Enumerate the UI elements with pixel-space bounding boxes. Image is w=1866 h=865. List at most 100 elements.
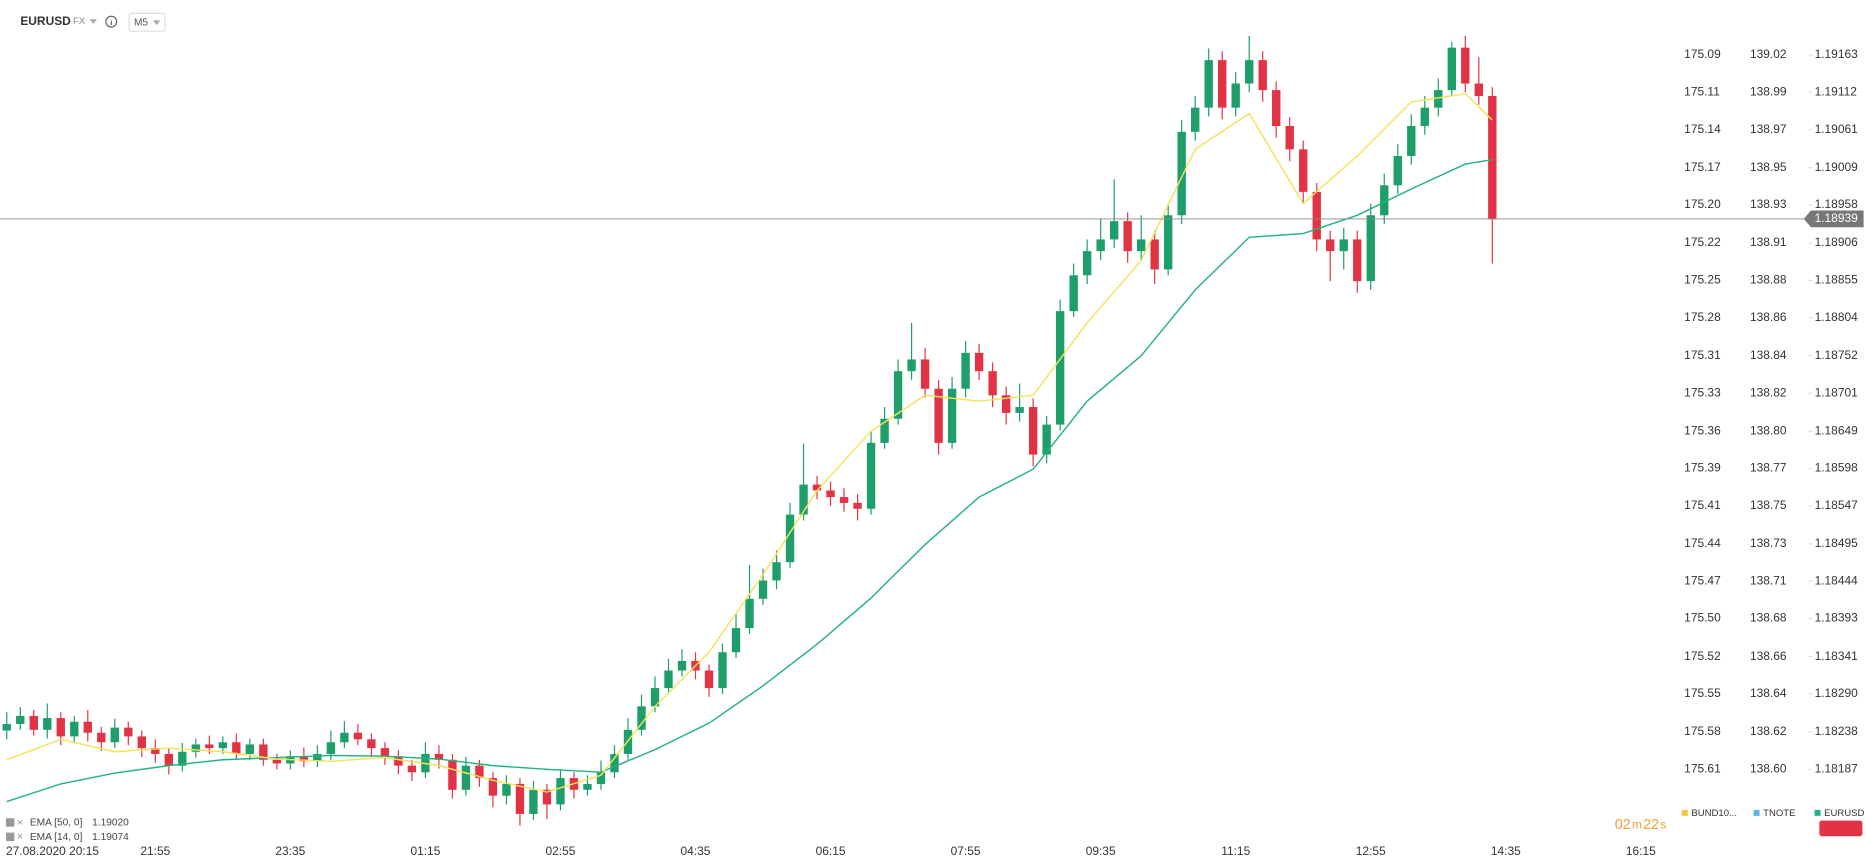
market: FX [73,16,86,27]
candle-body [205,744,214,749]
candle-body [1015,407,1024,413]
dropdown-caret[interactable] [89,19,97,25]
candle-body [920,359,930,389]
y-tick-label: 1.18341 [1815,649,1859,663]
plot-area [2,35,1497,826]
tnote-tick-label: 138.62 [1750,724,1787,738]
candle-body [191,744,201,752]
candle-body [97,732,106,743]
x-tick-label: 16:15 [1626,844,1656,858]
candle-body [137,736,146,749]
x-tick-label: 01:15 [410,844,440,858]
bund-tick-label: 175.14 [1684,122,1721,136]
tnote-tick-label: 138.88 [1750,273,1787,287]
candle-body [434,753,444,760]
candle-body [1353,239,1362,282]
candle-body [1366,215,1375,282]
y-tick-label: 1.18855 [1815,273,1859,287]
candle-body [812,484,822,491]
y-tick-label: 1.18649 [1815,423,1859,437]
y-tick-label: 1.18906 [1815,235,1859,249]
candle-body [583,783,592,790]
candle-body [461,765,471,790]
timeframe-box[interactable] [128,12,166,32]
bund-tick-label: 175.55 [1684,686,1721,700]
candle-body [961,352,970,389]
candle-body [880,418,889,443]
candle-body [542,789,552,805]
candle-body [380,748,390,757]
legend-name: EMA [14, 0] [30,832,83,843]
x-tick-label: 12:55 [1356,844,1386,858]
legend-icon [5,832,15,841]
tnote-tick-label: 138.75 [1750,498,1787,512]
bund-tick-label: 175.39 [1684,461,1721,475]
candle-body [893,371,903,419]
candle-body [407,765,417,773]
candle-body [83,721,92,733]
timeframe-caret [153,20,161,26]
candle-body [1339,239,1348,252]
candle-body [1447,47,1456,91]
tnote-tick-label: 139.02 [1750,47,1787,61]
bund-tick-label: 175.36 [1684,423,1721,437]
candle-body [947,388,957,443]
info-icon[interactable] [105,15,118,28]
x-tick-label: 14:35 [1491,844,1521,858]
candle-body [731,628,741,653]
compare-swatch [1814,809,1821,816]
bund-tick-label: 175.61 [1684,761,1721,775]
candle-body [218,742,228,749]
candle-body [245,744,255,754]
y-tick-label: 1.18238 [1815,724,1859,738]
ema-line [6,158,1493,803]
tnote-tick-label: 138.64 [1750,686,1787,700]
x-tick-label: 07:55 [951,844,981,858]
candle-body [1055,311,1065,425]
compare-name: BUND10... [1691,808,1737,819]
tnote-tick-label: 138.60 [1750,761,1787,775]
y-tick-label: 1.18444 [1815,573,1859,587]
candle-body [1299,149,1308,192]
candle-body [718,652,727,689]
candle-body [677,661,687,671]
candle-body [596,772,606,784]
candle-body [1245,60,1254,84]
candle-body [299,756,309,762]
symbol[interactable]: EURUSD [20,14,71,28]
candle-body [866,442,876,509]
candle-body [164,753,173,766]
ema-line [6,92,1493,793]
y-tick-label: 1.18495 [1815,536,1859,550]
bund-tick-label: 175.41 [1684,498,1721,512]
y-tick-label: 1.18393 [1815,611,1859,625]
compare-swatch [1753,809,1760,816]
candle-body [16,715,25,724]
candle-body [2,723,11,731]
candle-body [1069,275,1078,312]
y-tick-label: 1.19163 [1815,47,1859,61]
current-price-label: 1.18939 [1815,211,1859,225]
x-tick-label: 21:55 [140,844,170,858]
candle-body [1191,107,1200,132]
tnote-tick-label: 138.68 [1750,611,1787,625]
candle-body [43,718,52,730]
candle-body [704,670,714,689]
candle-body [515,783,525,814]
bund-tick-label: 175.31 [1684,348,1721,362]
candle-body [974,352,984,372]
start-time: 27.08.2020 20:15 [6,844,99,858]
candle-body [1001,395,1011,413]
candle-body [1434,90,1443,108]
tnote-tick-label: 138.66 [1750,649,1787,663]
remove-button[interactable] [1819,820,1863,837]
candle-body [1474,83,1483,96]
x-tick-label: 02:55 [545,844,575,858]
y-tick-label: 1.18701 [1815,385,1859,399]
candle-body [70,721,79,737]
candle-body [29,715,38,730]
legend-value: 1.19020 [92,818,129,829]
legend-close: × [17,831,23,843]
